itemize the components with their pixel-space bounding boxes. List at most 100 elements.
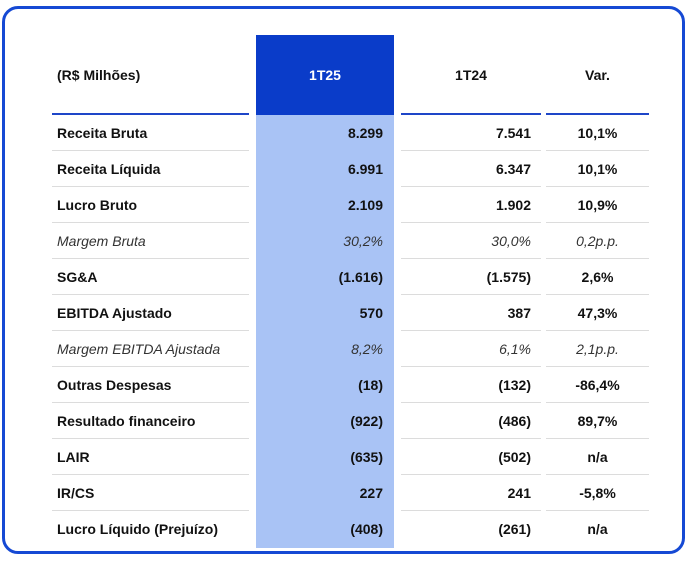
header-variation: Var. (585, 67, 610, 83)
header-divider (401, 113, 541, 115)
value-variation: n/a (546, 511, 649, 547)
value-1t25-text: 8,2% (351, 341, 383, 357)
value-1t24: 6,1% (401, 331, 541, 367)
value-1t24-text: 7.541 (495, 125, 531, 141)
value-1t24-text: (132) (498, 377, 531, 393)
value-1t25: 6.991 (256, 151, 394, 187)
value-1t24: (486) (401, 403, 541, 439)
row-label-text: Lucro Bruto (57, 197, 138, 213)
row-divider (401, 474, 541, 475)
value-1t24-text: (502) (498, 449, 531, 465)
table-row: LAIR (635) (502) n/a (49, 439, 649, 475)
header-1t25: 1T25 (256, 35, 394, 115)
value-1t24-text: (1.575) (486, 269, 531, 285)
value-variation: 10,9% (546, 187, 649, 223)
row-label-text: SG&A (57, 269, 98, 285)
value-variation: -86,4% (546, 367, 649, 403)
value-1t25-text: 6.991 (347, 161, 383, 177)
value-1t24: 30,0% (401, 223, 541, 259)
value-1t24-text: 6.347 (495, 161, 531, 177)
row-divider (52, 474, 249, 475)
value-1t24: (132) (401, 367, 541, 403)
value-variation: -5,8% (546, 475, 649, 511)
row-divider (546, 510, 649, 511)
row-divider (52, 402, 249, 403)
value-1t25: 227 (256, 475, 394, 511)
value-variation: 47,3% (546, 295, 649, 331)
financial-results-table: (R$ Milhões) 1T25 1T24 Var. Receita Brut… (49, 35, 649, 548)
value-1t24: 6.347 (401, 151, 541, 187)
value-1t24-text: 1.902 (495, 197, 531, 213)
table-row: Lucro Líquido (Prejuízo) (408) (261) n/a (49, 511, 649, 547)
row-divider (52, 294, 249, 295)
row-label-text: IR/CS (57, 485, 95, 501)
value-variation: 2,6% (546, 259, 649, 295)
row-divider (401, 186, 541, 187)
row-divider (52, 510, 249, 511)
value-1t24-text: 387 (507, 305, 531, 321)
value-1t24: (261) (401, 511, 541, 547)
row-divider (546, 438, 649, 439)
value-1t24-text: 6,1% (499, 341, 531, 357)
row-label: Receita Bruta (57, 115, 252, 151)
value-variation-text: 2,1p.p. (576, 341, 619, 357)
value-1t25: (1.616) (256, 259, 394, 295)
value-1t25-text: 2.109 (347, 197, 383, 213)
value-variation-text: 89,7% (577, 413, 618, 429)
value-1t25-text: (922) (350, 413, 383, 429)
row-divider (401, 402, 541, 403)
value-1t25-text: (408) (350, 521, 383, 537)
row-label-text: Receita Bruta (57, 125, 148, 141)
value-1t25: (635) (256, 439, 394, 475)
header-1t24: 1T24 (455, 67, 487, 83)
row-divider (401, 258, 541, 259)
value-1t25: 30,2% (256, 223, 394, 259)
value-variation: 2,1p.p. (546, 331, 649, 367)
row-label-text: Lucro Líquido (Prejuízo) (57, 521, 218, 537)
value-1t25-text: (635) (350, 449, 383, 465)
row-divider (52, 150, 249, 151)
row-divider (52, 222, 249, 223)
row-label-text: Receita Líquida (57, 161, 161, 177)
value-1t25-text: (1.616) (338, 269, 383, 285)
row-divider (52, 258, 249, 259)
table-row: EBITDA Ajustado 570 387 47,3% (49, 295, 649, 331)
row-label: Margem EBITDA Ajustada (57, 331, 252, 367)
table-row: Resultado financeiro (922) (486) 89,7% (49, 403, 649, 439)
value-1t25-text: 30,2% (343, 233, 383, 249)
value-variation: 10,1% (546, 115, 649, 151)
value-variation-text: 10,9% (577, 197, 618, 213)
value-1t25: 8,2% (256, 331, 394, 367)
value-variation: 0,2p.p. (546, 223, 649, 259)
value-1t25: (922) (256, 403, 394, 439)
row-divider (401, 222, 541, 223)
row-label: Lucro Bruto (57, 187, 252, 223)
value-1t24: 241 (401, 475, 541, 511)
column-highlight-1t25 (256, 115, 394, 548)
value-variation-text: n/a (587, 521, 608, 537)
table-frame: (R$ Milhões) 1T25 1T24 Var. Receita Brut… (2, 6, 685, 554)
value-1t24-text: 30,0% (491, 233, 531, 249)
table-row: Receita Líquida 6.991 6.347 10,1% (49, 151, 649, 187)
row-divider (401, 510, 541, 511)
table-row: Outras Despesas (18) (132) -86,4% (49, 367, 649, 403)
row-divider (52, 186, 249, 187)
value-1t24: 7.541 (401, 115, 541, 151)
row-divider (546, 150, 649, 151)
row-label-text: Margem EBITDA Ajustada (57, 341, 221, 357)
value-variation: 89,7% (546, 403, 649, 439)
row-divider (52, 366, 249, 367)
value-1t25: (408) (256, 511, 394, 547)
row-label-text: EBITDA Ajustado (57, 305, 172, 321)
value-1t24: (1.575) (401, 259, 541, 295)
row-divider (546, 258, 649, 259)
row-divider (546, 222, 649, 223)
value-variation: n/a (546, 439, 649, 475)
value-1t24-text: (486) (498, 413, 531, 429)
value-variation-text: 47,3% (577, 305, 618, 321)
value-1t25-text: 8.299 (347, 125, 383, 141)
row-divider (546, 366, 649, 367)
row-label: EBITDA Ajustado (57, 295, 252, 331)
value-1t24-text: (261) (498, 521, 531, 537)
row-divider (52, 330, 249, 331)
